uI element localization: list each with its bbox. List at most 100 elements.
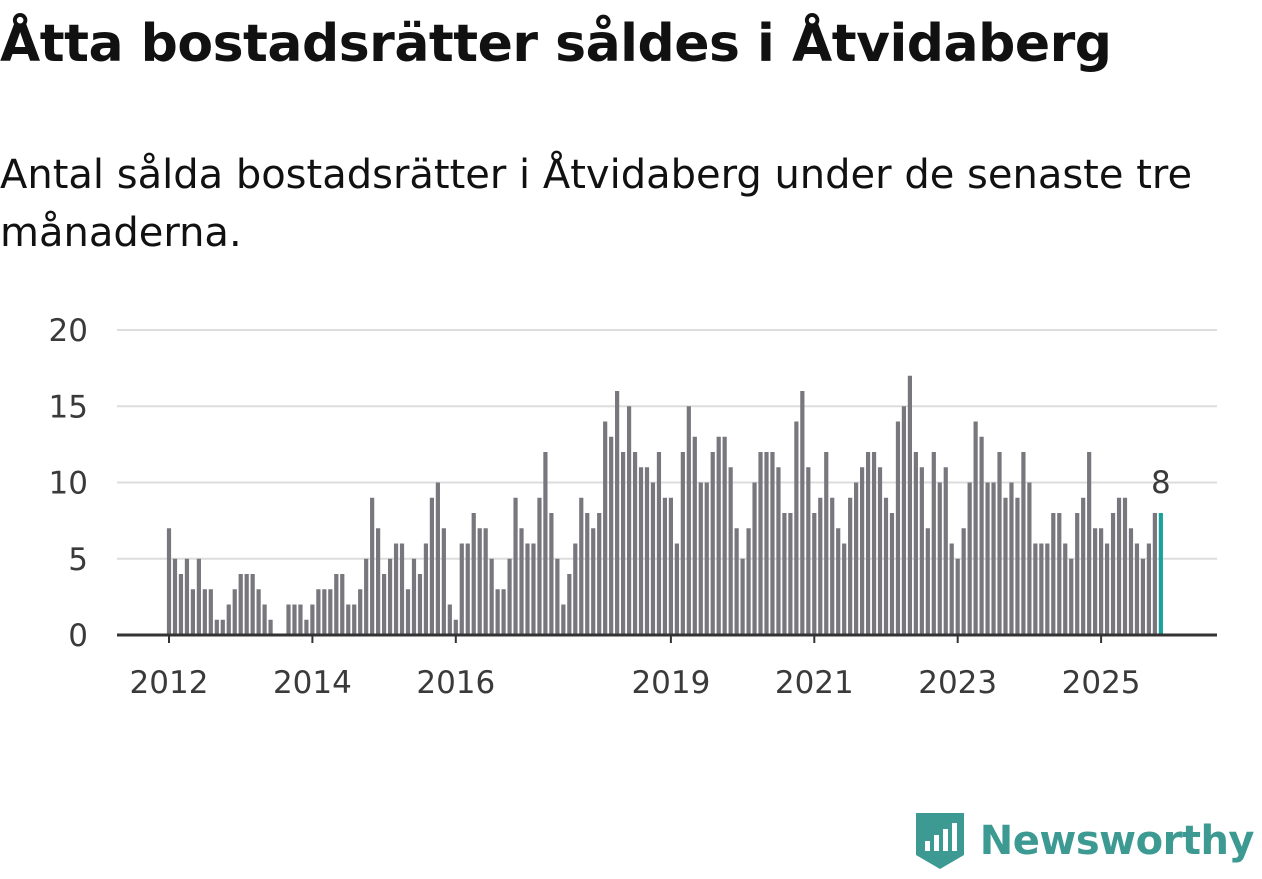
- bar: [632, 452, 638, 635]
- bar: [615, 391, 620, 635]
- bar: [1039, 543, 1044, 635]
- bar: [184, 558, 190, 635]
- bar: [471, 513, 476, 635]
- bar: [513, 497, 518, 635]
- bar: [955, 558, 960, 635]
- bar: [238, 574, 243, 635]
- bar: [328, 589, 333, 635]
- bar: [961, 528, 966, 635]
- bar: [501, 589, 506, 635]
- bar: [931, 452, 936, 635]
- bar: [794, 421, 799, 635]
- bar: [178, 574, 184, 635]
- bar: [561, 604, 566, 635]
- bar: [854, 482, 859, 635]
- bar: [806, 467, 811, 635]
- bar: [537, 497, 542, 635]
- bar: [393, 543, 399, 635]
- bar: [692, 436, 697, 635]
- bar: [405, 589, 411, 635]
- bar: [877, 467, 883, 635]
- bar: [824, 452, 829, 635]
- bar: [889, 513, 895, 635]
- bar: [376, 528, 381, 635]
- bar: [262, 604, 267, 635]
- bar: [686, 406, 691, 635]
- bar: [172, 558, 178, 635]
- bar: [740, 558, 745, 635]
- bar: [830, 497, 835, 635]
- bar: [758, 452, 763, 635]
- bar: [710, 452, 715, 635]
- bar: [1093, 528, 1098, 635]
- bar: [704, 482, 709, 635]
- bar: [358, 589, 363, 635]
- bar: [387, 558, 393, 635]
- bar: [716, 436, 721, 635]
- bar: [865, 452, 871, 635]
- bar: [483, 528, 488, 635]
- bar: [286, 604, 291, 635]
- bar: [1051, 513, 1056, 635]
- bar: [1152, 513, 1157, 635]
- bar: [895, 421, 901, 635]
- y-tick-label: 0: [68, 618, 88, 654]
- bar: [298, 604, 303, 635]
- bar: [788, 513, 793, 635]
- bar: [674, 543, 679, 635]
- bar: [447, 604, 452, 635]
- bar: [812, 513, 817, 635]
- bar: [782, 513, 787, 635]
- bar: [208, 589, 213, 635]
- bar: [668, 497, 673, 635]
- bar: [860, 467, 865, 635]
- bar: [459, 543, 464, 635]
- y-tick-label: 15: [49, 389, 88, 425]
- bar: [722, 436, 727, 635]
- bar: [985, 482, 990, 635]
- bar: [907, 375, 912, 635]
- bar: [1057, 513, 1062, 635]
- x-tick-label: 2025: [1062, 665, 1141, 701]
- bar: [1075, 513, 1080, 635]
- y-tick-label: 10: [49, 466, 88, 502]
- brand-name: Newsworthy: [979, 818, 1255, 864]
- bar: [609, 436, 614, 635]
- bar: [495, 589, 500, 635]
- bar: [232, 589, 237, 635]
- bar: [680, 452, 685, 635]
- bar: [477, 528, 482, 635]
- x-tick-label: 2016: [416, 665, 495, 701]
- bar: [423, 543, 429, 635]
- bar: [256, 589, 261, 635]
- bar: [190, 589, 195, 635]
- bar: [1110, 513, 1116, 635]
- bar: [603, 421, 608, 635]
- bar: [543, 452, 548, 635]
- bar: [399, 543, 405, 635]
- bar: [746, 528, 751, 635]
- bar: [836, 528, 841, 635]
- bar: [1033, 543, 1038, 635]
- latest-bar: [1158, 513, 1163, 635]
- bar: [871, 452, 877, 635]
- x-tick-label: 2012: [130, 665, 209, 701]
- bar: [662, 497, 668, 635]
- bar: [585, 513, 590, 635]
- newsworthy-logo-icon: [915, 813, 964, 869]
- bar: [1081, 497, 1086, 635]
- bar: [292, 604, 297, 635]
- x-tick-label: 2023: [918, 665, 997, 701]
- bar: [1134, 543, 1140, 635]
- bar: [250, 574, 255, 635]
- bar: [913, 452, 918, 635]
- bar: [656, 452, 662, 635]
- bar: [1009, 482, 1014, 635]
- x-axis-ticks: 2012 2014 2016 2019 2021 2023 2025: [130, 635, 1141, 701]
- bar: [435, 482, 440, 635]
- bar: [573, 543, 578, 635]
- bar: [429, 497, 434, 635]
- bar: [519, 528, 524, 635]
- bar: [621, 452, 626, 635]
- bar: [650, 482, 656, 635]
